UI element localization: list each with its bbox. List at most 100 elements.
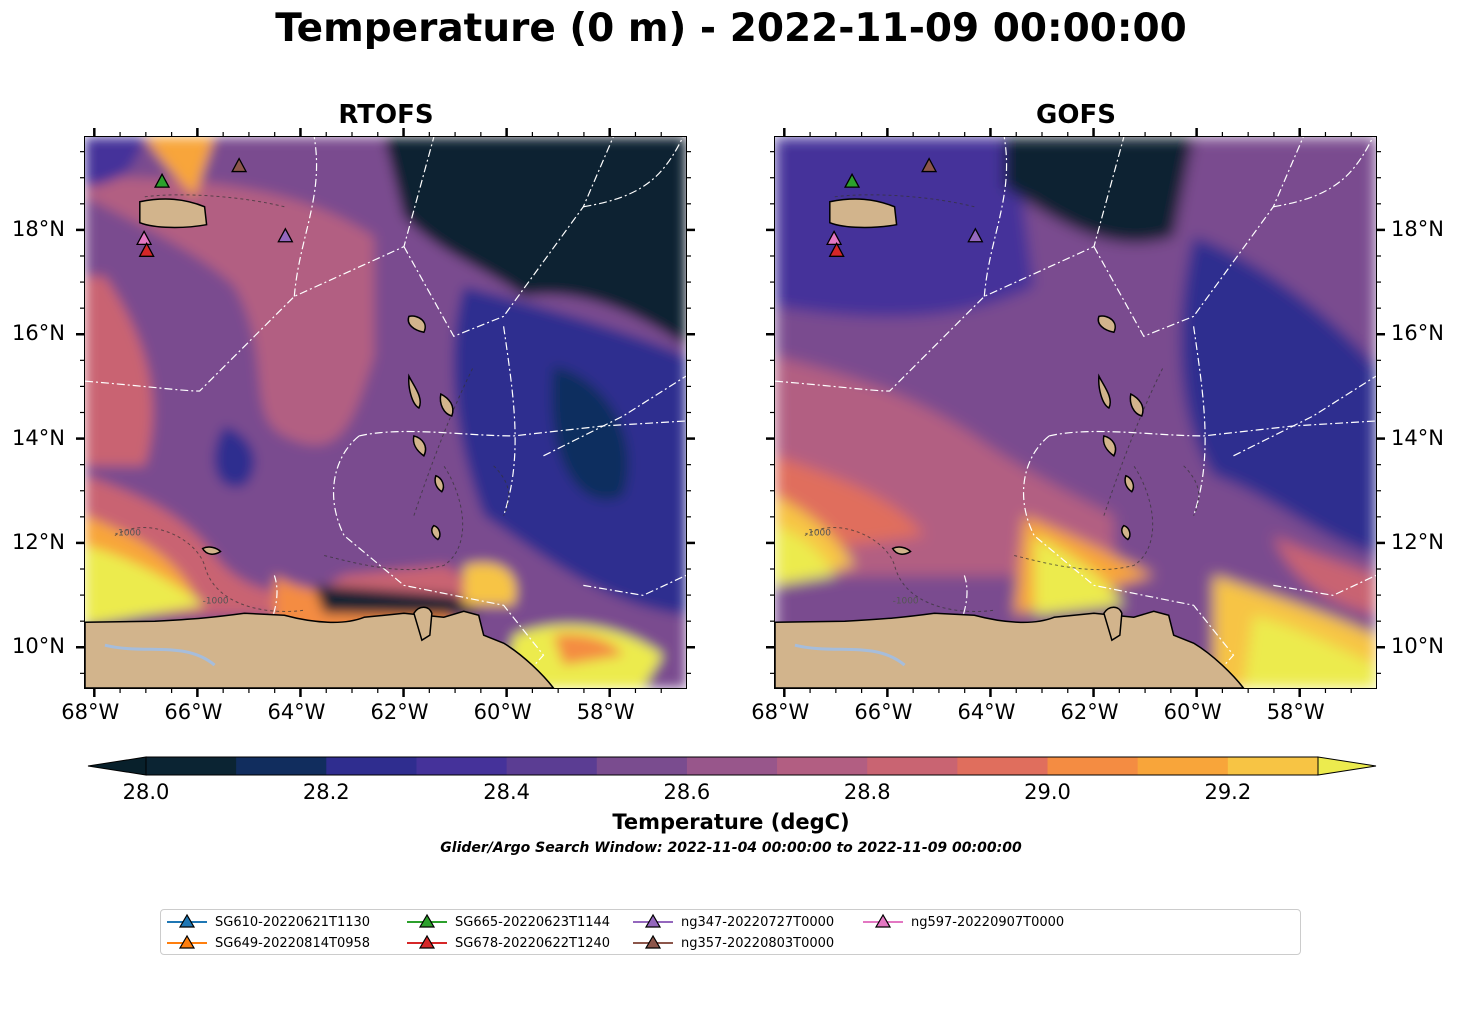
colorbar-tick-label: 28.2 bbox=[302, 780, 350, 804]
contour-label: -1000 bbox=[805, 529, 831, 539]
lon-tick-label: 64°W bbox=[957, 700, 1016, 724]
river bbox=[104, 643, 216, 667]
colorbar-segment bbox=[1047, 757, 1139, 775]
legend-swatch bbox=[407, 913, 447, 928]
glider-marker-triangle[interactable] bbox=[153, 172, 171, 188]
lat-tick-label: 18°N bbox=[1391, 216, 1444, 241]
puerto-rico bbox=[829, 198, 898, 229]
colorbar-tick-label: 28.6 bbox=[663, 780, 711, 804]
colorbar-bar bbox=[87, 756, 1377, 776]
colorbar-tick-label: 29.2 bbox=[1204, 780, 1252, 804]
martinique bbox=[408, 373, 421, 410]
glider-marker-triangle[interactable] bbox=[138, 241, 155, 257]
map-gofs[interactable]: -1000 -1000 -1000 bbox=[774, 136, 1377, 689]
map-rtofs[interactable]: -1000 -1000 -1000 bbox=[84, 136, 687, 689]
colorbar bbox=[86, 755, 1378, 777]
lon-tick-label: 60°W bbox=[473, 700, 532, 724]
colorbar-segment bbox=[686, 757, 778, 775]
colorbar-title: Temperature (degC) bbox=[612, 810, 850, 834]
panel-title-rtofs: RTOFS bbox=[338, 100, 434, 130]
glider-marker-triangle[interactable] bbox=[231, 157, 248, 173]
legend-label: ng357-20220803T0000 bbox=[681, 935, 835, 951]
st-lucia bbox=[439, 392, 454, 417]
lon-tick-label: 60°W bbox=[1163, 700, 1222, 724]
st-vincent bbox=[1102, 435, 1117, 457]
lon-tick-label: 68°W bbox=[61, 700, 120, 724]
colorbar-segment bbox=[326, 757, 417, 775]
legend: SG610-20220621T1130 SG649-20220814T0958 SG… bbox=[160, 909, 1301, 955]
legend-item: SG610-20220621T1130 bbox=[165, 912, 370, 932]
legend-label: ng597-20220907T0000 bbox=[911, 914, 1065, 930]
glider-marker-triangle[interactable] bbox=[921, 157, 938, 173]
lon-tick-label: 62°W bbox=[1060, 700, 1119, 724]
colorbar-segment bbox=[416, 757, 508, 775]
legend-label: SG610-20220621T1130 bbox=[215, 914, 371, 930]
trinidad-west bbox=[1103, 606, 1123, 642]
legend-swatch bbox=[633, 913, 673, 928]
legend-label: ng347-20220727T0000 bbox=[681, 914, 835, 930]
sst-field bbox=[85, 137, 686, 688]
legend-swatch bbox=[863, 913, 903, 928]
martinique bbox=[1098, 373, 1111, 410]
st-vincent bbox=[412, 435, 427, 457]
south-america bbox=[85, 610, 555, 688]
legend-label: SG678-20220622T1240 bbox=[455, 935, 611, 951]
glider-marker-triangle[interactable] bbox=[136, 230, 153, 245]
lon-tick-label: 68°W bbox=[751, 700, 810, 724]
colorbar-outline bbox=[145, 756, 1319, 776]
lon-tick-label: 64°W bbox=[267, 700, 326, 724]
lon-tick-label: 66°W bbox=[854, 700, 913, 724]
guadeloupe bbox=[407, 315, 426, 334]
lat-tick-label: 10°N bbox=[12, 634, 65, 659]
legend-swatch bbox=[633, 934, 673, 949]
lat-tick-label: 14°N bbox=[1391, 425, 1444, 450]
search-window-note: Glider/Argo Search Window: 2022-11-04 00… bbox=[440, 840, 1022, 856]
lon-tick-label: 62°W bbox=[370, 700, 429, 724]
lat-tick-label: 18°N bbox=[12, 216, 65, 241]
legend-label: SG665-20220623T1144 bbox=[455, 914, 611, 930]
st-lucia bbox=[1129, 392, 1144, 417]
river bbox=[794, 643, 906, 667]
glider-marker-triangle[interactable] bbox=[277, 227, 294, 243]
guadeloupe bbox=[1097, 315, 1116, 334]
legend-item: SG649-20220814T0958 bbox=[165, 933, 370, 953]
legend-label: SG649-20220814T0958 bbox=[215, 935, 371, 951]
legend-item: SG665-20220623T1144 bbox=[405, 912, 610, 932]
legend-swatch bbox=[407, 934, 447, 949]
legend-item: SG678-20220622T1240 bbox=[405, 933, 610, 953]
panel-title-gofs: GOFS bbox=[1036, 100, 1116, 130]
glider-markers bbox=[136, 157, 294, 257]
lat-tick-label: 16°N bbox=[1391, 321, 1444, 346]
land bbox=[775, 198, 1245, 688]
south-america bbox=[775, 610, 1245, 688]
contour-label: -1000 bbox=[203, 596, 229, 606]
colorbar-segment bbox=[867, 757, 958, 775]
glider-marker-triangle[interactable] bbox=[967, 227, 984, 243]
legend-swatch bbox=[167, 934, 207, 949]
glider-marker-triangle[interactable] bbox=[826, 230, 843, 245]
colorbar-segment bbox=[957, 757, 1049, 775]
land bbox=[85, 198, 555, 688]
colorbar-segment bbox=[146, 757, 237, 775]
bathymetry-contours bbox=[114, 194, 510, 612]
colorbar-tick-label: 28.8 bbox=[843, 780, 891, 804]
glider-marker-triangle[interactable] bbox=[843, 172, 861, 188]
contour-label: -1000 bbox=[893, 596, 919, 606]
glider-marker-triangle[interactable] bbox=[828, 241, 845, 257]
legend-item: ng347-20220727T0000 bbox=[631, 912, 834, 932]
trinidad-west bbox=[413, 606, 433, 642]
lat-tick-label: 14°N bbox=[12, 425, 65, 450]
colorbar-segment bbox=[506, 757, 598, 775]
tobago bbox=[431, 524, 441, 541]
map-rtofs-canvas: -1000 -1000 -1000 bbox=[85, 137, 686, 688]
figure-title: Temperature (0 m) - 2022-11-09 00:00:00 bbox=[275, 6, 1187, 51]
legend-item: ng357-20220803T0000 bbox=[631, 933, 834, 953]
lat-tick-label: 10°N bbox=[1391, 634, 1444, 659]
map-gofs-canvas: -1000 -1000 -1000 bbox=[775, 137, 1376, 688]
curacao bbox=[201, 546, 222, 555]
puerto-rico bbox=[139, 198, 208, 229]
lon-tick-label: 58°W bbox=[576, 700, 635, 724]
barbados bbox=[434, 474, 445, 493]
colorbar-segment bbox=[596, 757, 688, 775]
lat-tick-label: 12°N bbox=[12, 529, 65, 554]
